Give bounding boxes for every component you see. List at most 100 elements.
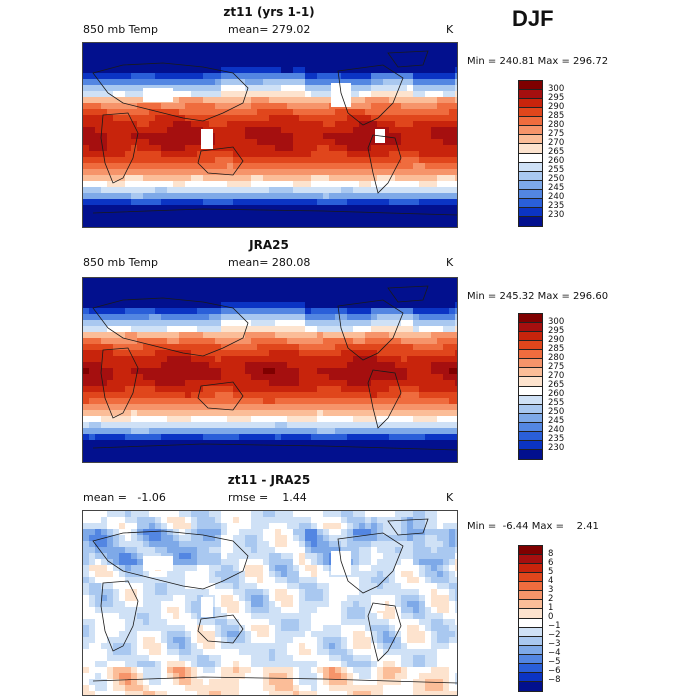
field-cell — [443, 416, 450, 423]
field-cell — [269, 392, 276, 399]
field-cell — [287, 127, 294, 134]
field-cell — [431, 541, 438, 548]
field-cell — [359, 211, 366, 218]
field-cell — [449, 434, 456, 441]
field-cell — [443, 187, 450, 194]
field-cell — [311, 541, 318, 548]
field-cell — [179, 49, 186, 56]
field-cell — [437, 326, 444, 333]
field-cell — [401, 169, 408, 176]
field-cell — [341, 326, 348, 333]
field-cell — [425, 374, 432, 381]
field-cell — [407, 79, 414, 86]
field-cell — [413, 67, 420, 74]
field-cell — [437, 302, 444, 309]
field-cell — [179, 446, 186, 453]
field-cell — [383, 284, 390, 291]
field-cell — [209, 577, 216, 584]
field-cell — [431, 350, 438, 357]
field-cell — [329, 404, 336, 411]
field-cell — [431, 547, 438, 554]
field-cell — [197, 595, 204, 602]
field-cell — [83, 73, 90, 80]
field-cell — [125, 175, 132, 182]
field-cell — [293, 55, 300, 62]
field-cell — [347, 55, 354, 62]
field-cell — [173, 97, 180, 104]
field-cell — [221, 308, 228, 315]
field-cell — [263, 211, 270, 218]
field-cell — [287, 410, 294, 417]
field-cell — [275, 368, 282, 375]
field-cell — [197, 392, 204, 399]
field-cell — [425, 338, 432, 345]
field-cell — [245, 577, 252, 584]
field-cell — [155, 314, 162, 321]
field-cell — [245, 571, 252, 578]
field-cell — [185, 559, 192, 566]
colorbar-tick-label: 290 — [548, 101, 565, 112]
field-cell — [269, 79, 276, 86]
field-cell — [431, 404, 438, 411]
field-cell — [353, 121, 360, 128]
field-cell — [203, 217, 210, 224]
field-cell — [323, 314, 330, 321]
field-cell — [413, 547, 420, 554]
field-cell — [185, 157, 192, 164]
field-cell — [317, 290, 324, 297]
field-cell — [383, 73, 390, 80]
field-cell — [419, 434, 426, 441]
field-cell — [137, 362, 144, 369]
field-cell — [437, 344, 444, 351]
field-cell — [137, 284, 144, 291]
field-cell — [155, 547, 162, 554]
field-cell — [449, 49, 456, 56]
field-cell — [449, 91, 456, 98]
field-cell — [149, 199, 156, 206]
field-cell — [353, 290, 360, 297]
field-cell — [227, 565, 234, 572]
field-cell — [209, 175, 216, 182]
field-cell — [215, 79, 222, 86]
field-cell — [197, 344, 204, 351]
field-cell — [287, 511, 294, 518]
field-cell — [245, 398, 252, 405]
field-cell — [455, 91, 457, 98]
field-cell — [233, 163, 240, 170]
field-cell — [239, 43, 246, 50]
field-cell — [167, 181, 174, 188]
field-cell — [101, 326, 108, 333]
field-cell — [95, 338, 102, 345]
field-cell — [443, 380, 450, 387]
field-cell — [293, 326, 300, 333]
field-cell — [203, 428, 210, 435]
field-cell — [407, 67, 414, 74]
field-cell — [329, 356, 336, 363]
field-cell — [449, 314, 456, 321]
field-cell — [377, 314, 384, 321]
field-cell — [275, 199, 282, 206]
field-cell — [437, 523, 444, 530]
field-cell — [203, 344, 210, 351]
field-cell — [269, 320, 276, 327]
field-cell — [257, 199, 264, 206]
field-cell — [449, 332, 456, 339]
field-cell — [323, 43, 330, 50]
field-cell — [203, 422, 210, 429]
field-cell — [395, 127, 402, 134]
field-cell — [275, 326, 282, 333]
field-cell — [341, 193, 348, 200]
field-cell — [149, 541, 156, 548]
field-cell — [449, 97, 456, 104]
field-cell — [287, 434, 294, 441]
field-cell — [269, 115, 276, 122]
field-cell — [281, 368, 288, 375]
field-cell — [377, 284, 384, 291]
field-cell — [269, 440, 276, 447]
field-cell — [149, 368, 156, 375]
field-cell — [83, 386, 90, 393]
field-cell — [281, 326, 288, 333]
field-cell — [395, 79, 402, 86]
field-cell — [89, 79, 96, 86]
field-cell — [179, 151, 186, 158]
